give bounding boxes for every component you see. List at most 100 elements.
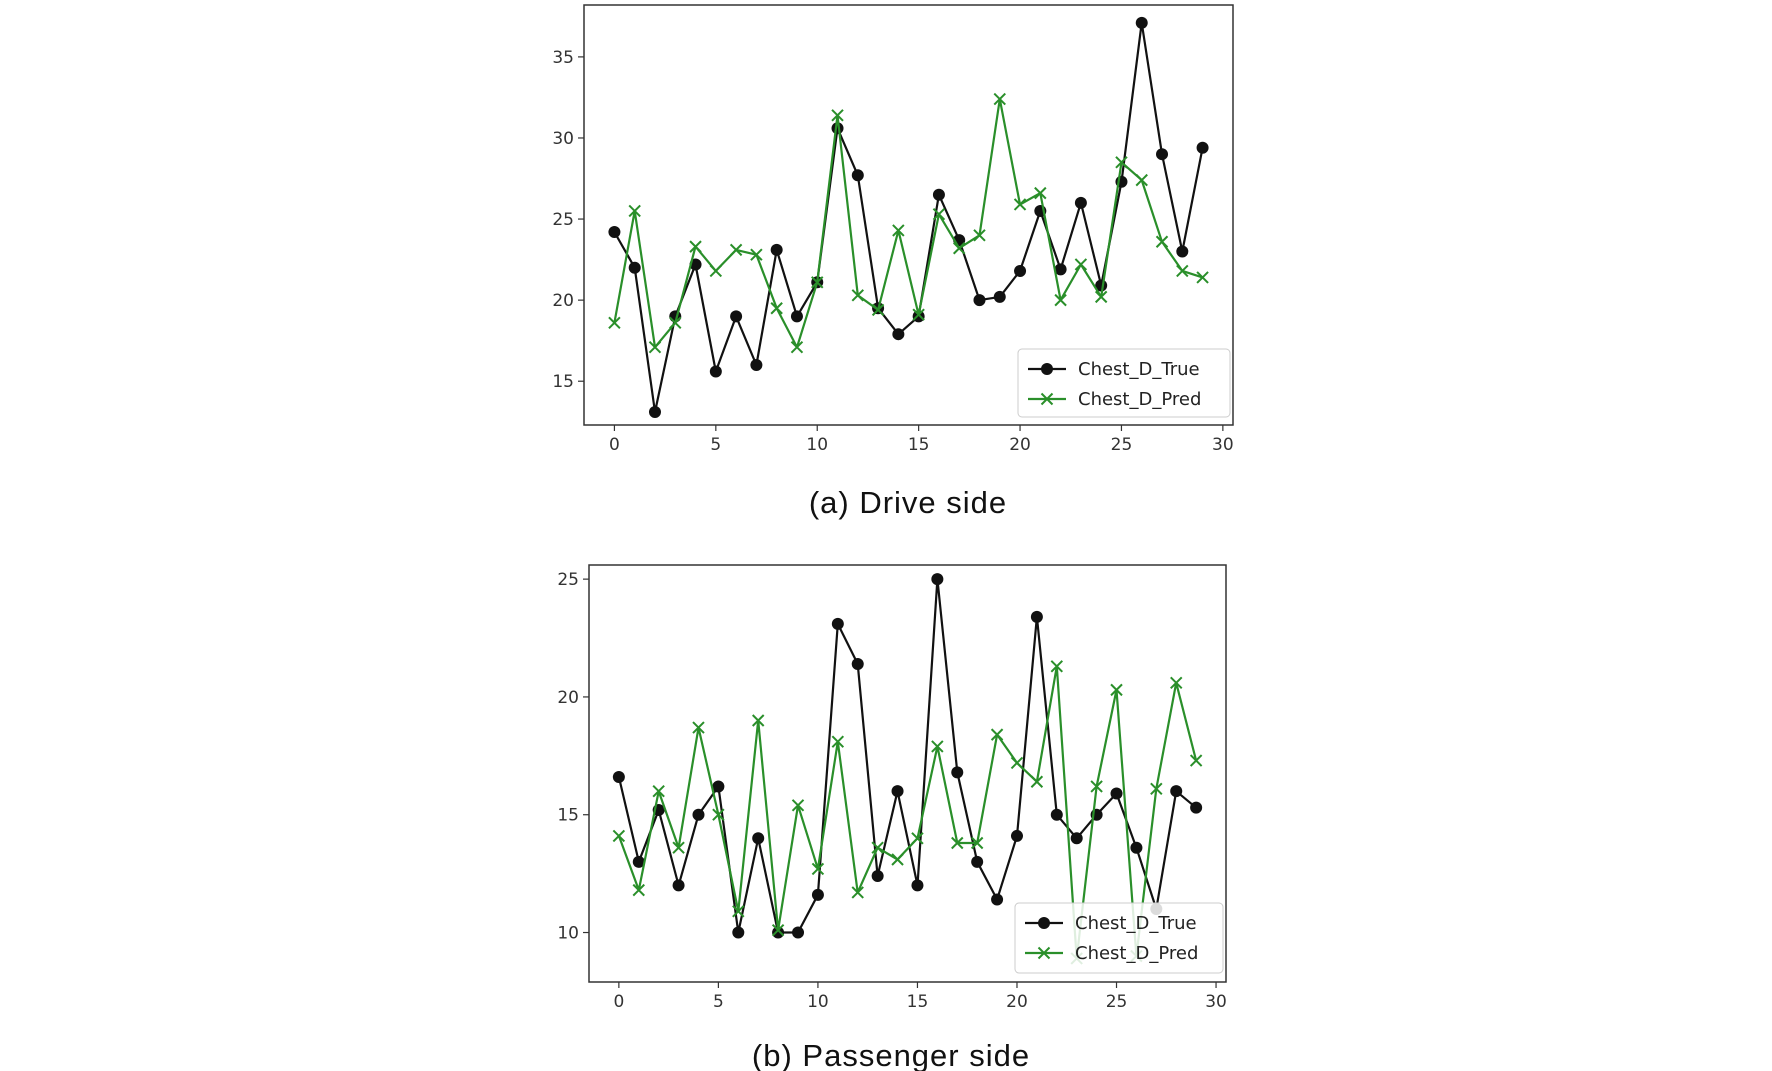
data-point <box>648 406 661 419</box>
x-tick-label: 10 <box>806 435 828 455</box>
data-point <box>770 243 783 256</box>
legend-entry: Chest_D_True <box>1028 359 1200 380</box>
data-point <box>709 264 723 278</box>
legend-entry: Chest_D_Pred <box>1025 943 1198 964</box>
x-tick-label: 30 <box>1212 435 1234 455</box>
data-point <box>1135 16 1148 29</box>
data-point <box>1155 235 1169 248</box>
data-point <box>1030 610 1043 623</box>
data-point <box>831 617 844 630</box>
legend-marker <box>1037 946 1051 960</box>
data-point <box>851 886 864 899</box>
data-point <box>790 310 803 323</box>
data-point <box>648 340 662 354</box>
data-point <box>1190 801 1203 814</box>
data-point <box>712 808 725 821</box>
data-point <box>792 926 805 939</box>
data-point <box>1150 782 1163 796</box>
data-point <box>892 328 905 341</box>
data-point <box>1156 148 1169 161</box>
y-tick-label: 30 <box>552 129 574 149</box>
data-point <box>831 735 845 748</box>
data-point <box>932 188 945 201</box>
data-point <box>732 926 745 939</box>
x-tick-label: 20 <box>1006 992 1028 1012</box>
x-tick-label: 15 <box>908 435 930 455</box>
x-tick-label: 10 <box>807 992 829 1012</box>
data-point <box>692 808 705 821</box>
data-point <box>973 294 986 307</box>
data-point <box>1034 186 1047 200</box>
data-point <box>970 836 984 850</box>
data-point <box>750 248 763 261</box>
data-point <box>1110 787 1123 800</box>
data-point <box>1176 264 1189 278</box>
data-point <box>608 226 621 239</box>
legend-label: Chest_D_Pred <box>1078 389 1201 410</box>
data-point <box>1115 156 1128 169</box>
data-point <box>689 240 702 253</box>
data-point <box>912 308 925 321</box>
data-point <box>750 359 763 371</box>
figure-caption: (b) Passenger side <box>752 1038 1030 1071</box>
data-point <box>1013 198 1027 211</box>
data-point <box>931 573 944 586</box>
chart-panel-drive-side: 0 5 10 15 20 25 301520253035Chest_D_TrueChest_… <box>552 4 1234 520</box>
axes-frame <box>583 4 1234 426</box>
x-tick-label: 5 <box>713 992 724 1012</box>
data-point <box>712 780 725 793</box>
data-point <box>1176 245 1189 258</box>
data-point <box>993 92 1006 106</box>
data-point <box>1189 754 1203 767</box>
y-tick-label: 25 <box>552 210 574 230</box>
data-point <box>628 204 641 218</box>
data-point <box>1070 832 1083 845</box>
data-point <box>669 316 682 330</box>
x-tick-label: 25 <box>1111 435 1133 455</box>
data-point <box>871 841 884 854</box>
y-tick-label: 20 <box>552 291 574 311</box>
data-point <box>811 888 824 901</box>
data-point <box>672 841 685 854</box>
data-point <box>891 785 904 798</box>
data-point <box>811 862 825 876</box>
legend: Chest_D_True Chest_D_Pred <box>1014 902 1224 974</box>
series-Chest_D_True <box>612 573 1203 939</box>
data-point <box>990 728 1004 741</box>
data-point <box>851 169 864 182</box>
data-point <box>1196 271 1209 284</box>
legend-entry: Chest_D_True <box>1025 913 1197 934</box>
legend: Chest_D_True Chest_D_Pred <box>1017 348 1231 418</box>
data-point <box>692 721 705 734</box>
data-point <box>732 905 745 918</box>
data-point <box>892 224 905 237</box>
legend-entry: Chest_D_Pred <box>1028 389 1201 410</box>
data-point <box>912 310 925 323</box>
axes-frame <box>588 564 1227 983</box>
data-point <box>931 740 944 753</box>
data-point <box>612 771 625 784</box>
legend-marker <box>1038 917 1050 929</box>
data-point <box>771 923 785 937</box>
x-tick-label: 30 <box>1205 992 1227 1012</box>
data-point <box>632 883 645 897</box>
data-point <box>811 276 824 289</box>
figure-caption: (a) Drive side <box>809 485 1007 520</box>
x-tick-label: 0 <box>609 435 620 455</box>
data-point <box>791 799 805 812</box>
data-point <box>1010 829 1023 842</box>
legend-label: Chest_D_True <box>1075 913 1197 934</box>
series-Chest_D_True <box>608 16 1209 419</box>
data-point <box>790 340 804 354</box>
data-point <box>628 261 641 274</box>
series-line <box>617 665 1198 960</box>
y-tick-label: 15 <box>557 806 579 826</box>
legend-label: Chest_D_Pred <box>1075 943 1198 964</box>
data-point <box>752 832 765 845</box>
legend-label: Chest_D_True <box>1078 359 1200 380</box>
data-point <box>1050 808 1063 821</box>
legend-box <box>1017 348 1231 418</box>
data-point <box>772 926 785 939</box>
data-point <box>1090 780 1103 793</box>
